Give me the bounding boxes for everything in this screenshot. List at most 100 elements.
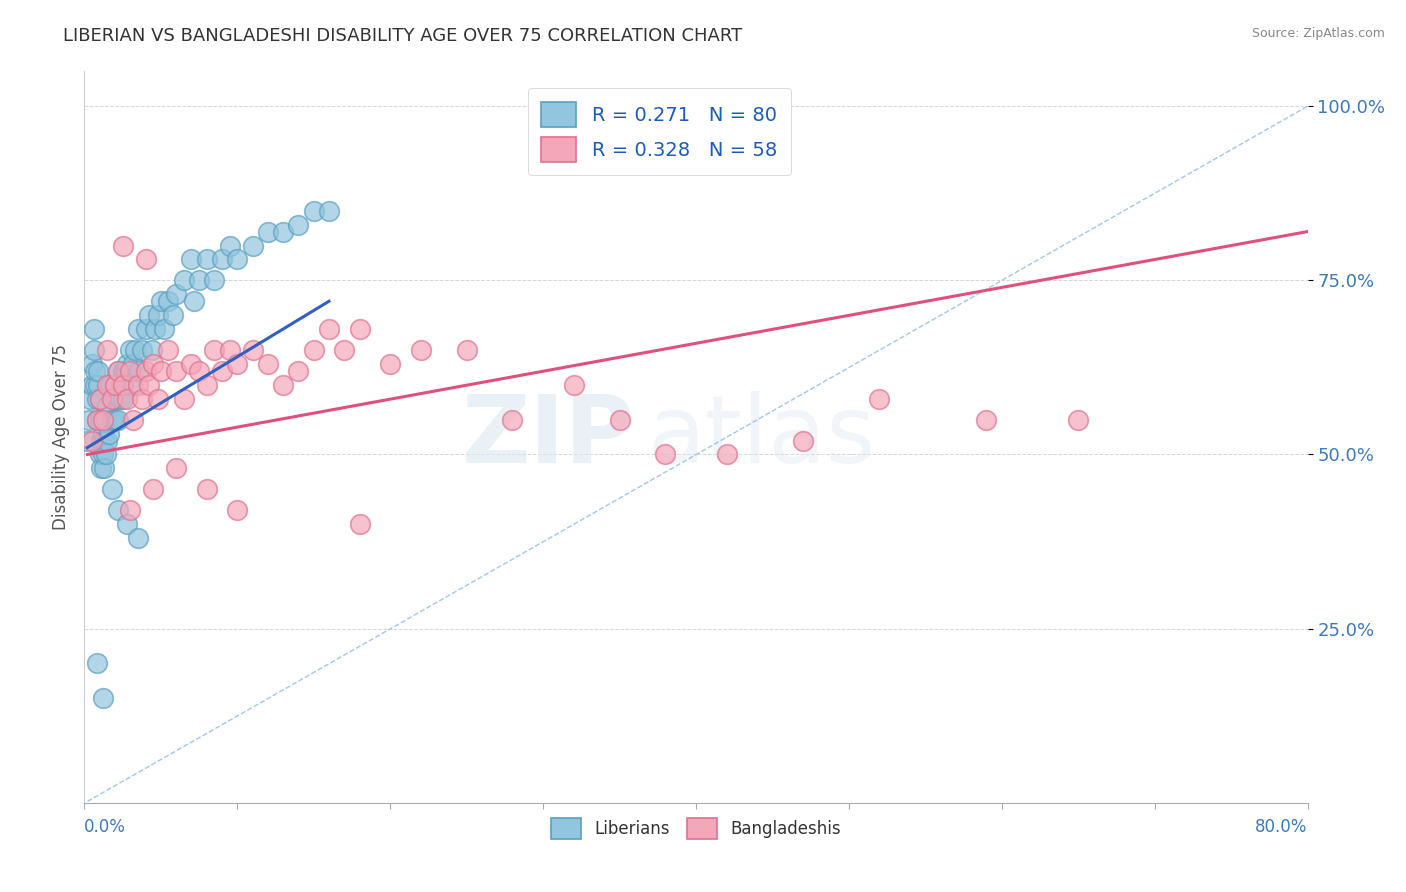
Point [456,343,478,357]
Point [654,448,676,462]
Point [115,517,138,532]
Point [149,294,172,309]
Point [121,377,143,392]
Point [120,503,142,517]
Point [89,448,111,462]
Text: 80.0%: 80.0% [1256,818,1308,836]
Point [107,364,129,378]
Point [195,377,218,392]
Point [188,364,211,378]
Point [165,287,187,301]
Point [115,357,138,371]
Point [349,322,371,336]
Text: 0.0%: 0.0% [84,818,127,836]
Point [90,434,112,448]
Point [76,434,98,448]
Point [180,357,202,371]
Point [91,448,114,462]
Point [112,364,135,378]
Point [287,364,309,378]
Point [138,308,160,322]
Point [349,517,371,532]
Point [211,252,233,267]
Point [226,357,249,371]
Point [202,273,225,287]
Point [242,343,264,357]
Text: atlas: atlas [647,391,876,483]
Point [84,377,107,392]
Point [111,392,134,406]
Point [318,322,340,336]
Point [153,322,176,336]
Point [142,357,165,371]
Point [96,343,118,357]
Point [93,434,115,448]
Point [114,364,136,378]
Point [127,377,149,392]
Point [162,308,184,322]
Point [104,412,127,426]
Point [111,364,134,378]
Point [211,364,233,378]
Point [131,343,153,357]
Text: Source: ZipAtlas.com: Source: ZipAtlas.com [1251,27,1385,40]
Point [120,343,142,357]
Point [142,483,165,497]
Point [333,343,356,357]
Point [104,377,127,392]
Point [146,308,169,322]
Point [94,412,117,426]
Point [195,252,218,267]
Point [96,399,118,413]
Point [101,412,124,426]
Point [976,412,998,426]
Point [93,461,115,475]
Point [257,357,280,371]
Point [131,392,153,406]
Point [87,377,110,392]
Point [609,412,631,426]
Point [96,434,118,448]
Point [91,691,114,706]
Point [165,364,187,378]
Point [122,357,145,371]
Point [111,238,134,252]
Point [127,531,149,545]
Text: LIBERIAN VS BANGLADESHI DISABILITY AGE OVER 75 CORRELATION CHART: LIBERIAN VS BANGLADESHI DISABILITY AGE O… [63,27,742,45]
Point [107,503,129,517]
Point [84,364,107,378]
Point [111,377,134,392]
Point [83,322,105,336]
Legend: Liberians, Bangladeshis: Liberians, Bangladeshis [544,811,848,846]
Point [135,252,157,267]
Point [80,434,103,448]
Point [107,364,129,378]
Point [226,503,249,517]
Point [318,203,340,218]
Point [86,412,108,426]
Point [127,322,149,336]
Point [165,461,187,475]
Point [83,343,105,357]
Point [792,434,814,448]
Point [94,448,117,462]
Point [77,412,100,426]
Point [180,252,202,267]
Point [124,343,146,357]
Point [202,343,225,357]
Point [226,252,249,267]
Point [302,343,325,357]
Point [135,364,157,378]
Point [128,364,150,378]
Point [173,273,195,287]
Point [108,392,131,406]
Point [302,203,325,218]
Point [110,377,132,392]
Point [97,426,120,441]
Text: ZIP: ZIP [463,391,636,483]
Point [1067,412,1090,426]
Point [135,322,157,336]
Point [502,412,524,426]
Point [101,483,124,497]
Point [157,294,180,309]
